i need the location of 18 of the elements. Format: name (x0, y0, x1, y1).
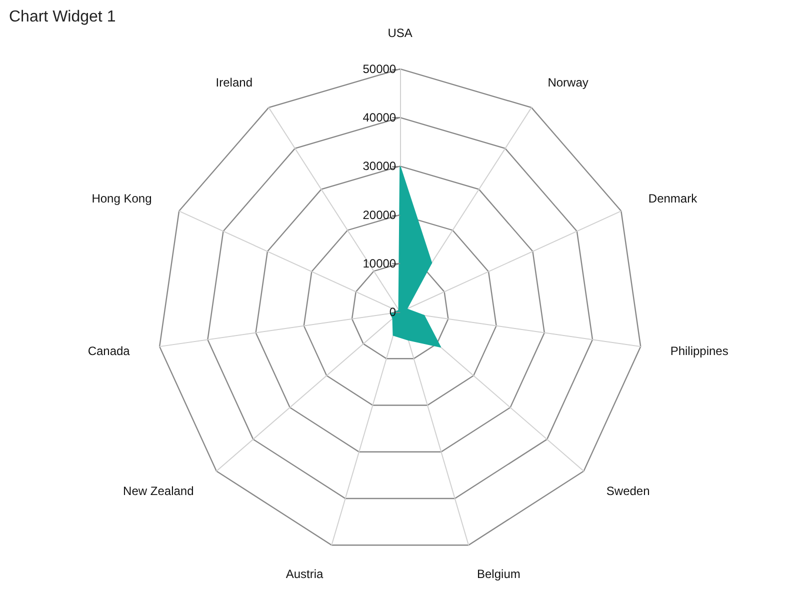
spoke-label: Philippines (670, 344, 728, 358)
y-tick-label: 0 (389, 304, 396, 319)
y-tick-label: 10000 (362, 256, 396, 270)
chart-title: Chart Widget 1 (9, 8, 116, 26)
spoke-label: Sweden (606, 484, 650, 498)
spoke-label: New Zealand (123, 484, 194, 498)
y-tick-label: 20000 (362, 208, 396, 222)
y-tick-label: 50000 (362, 62, 396, 76)
spoke-label: USA (388, 26, 412, 40)
spoke-label: Austria (286, 566, 324, 581)
spoke-label: Canada (88, 344, 130, 358)
spoke-label: Denmark (648, 192, 698, 206)
spoke-label: Ireland (216, 75, 252, 90)
spoke-label: Hong Kong (92, 192, 152, 206)
y-tick-label: 40000 (362, 110, 396, 125)
y-tick-label: 30000 (362, 159, 396, 174)
spoke-label: Belgium (477, 566, 520, 581)
spoke-label: Norway (548, 75, 588, 90)
